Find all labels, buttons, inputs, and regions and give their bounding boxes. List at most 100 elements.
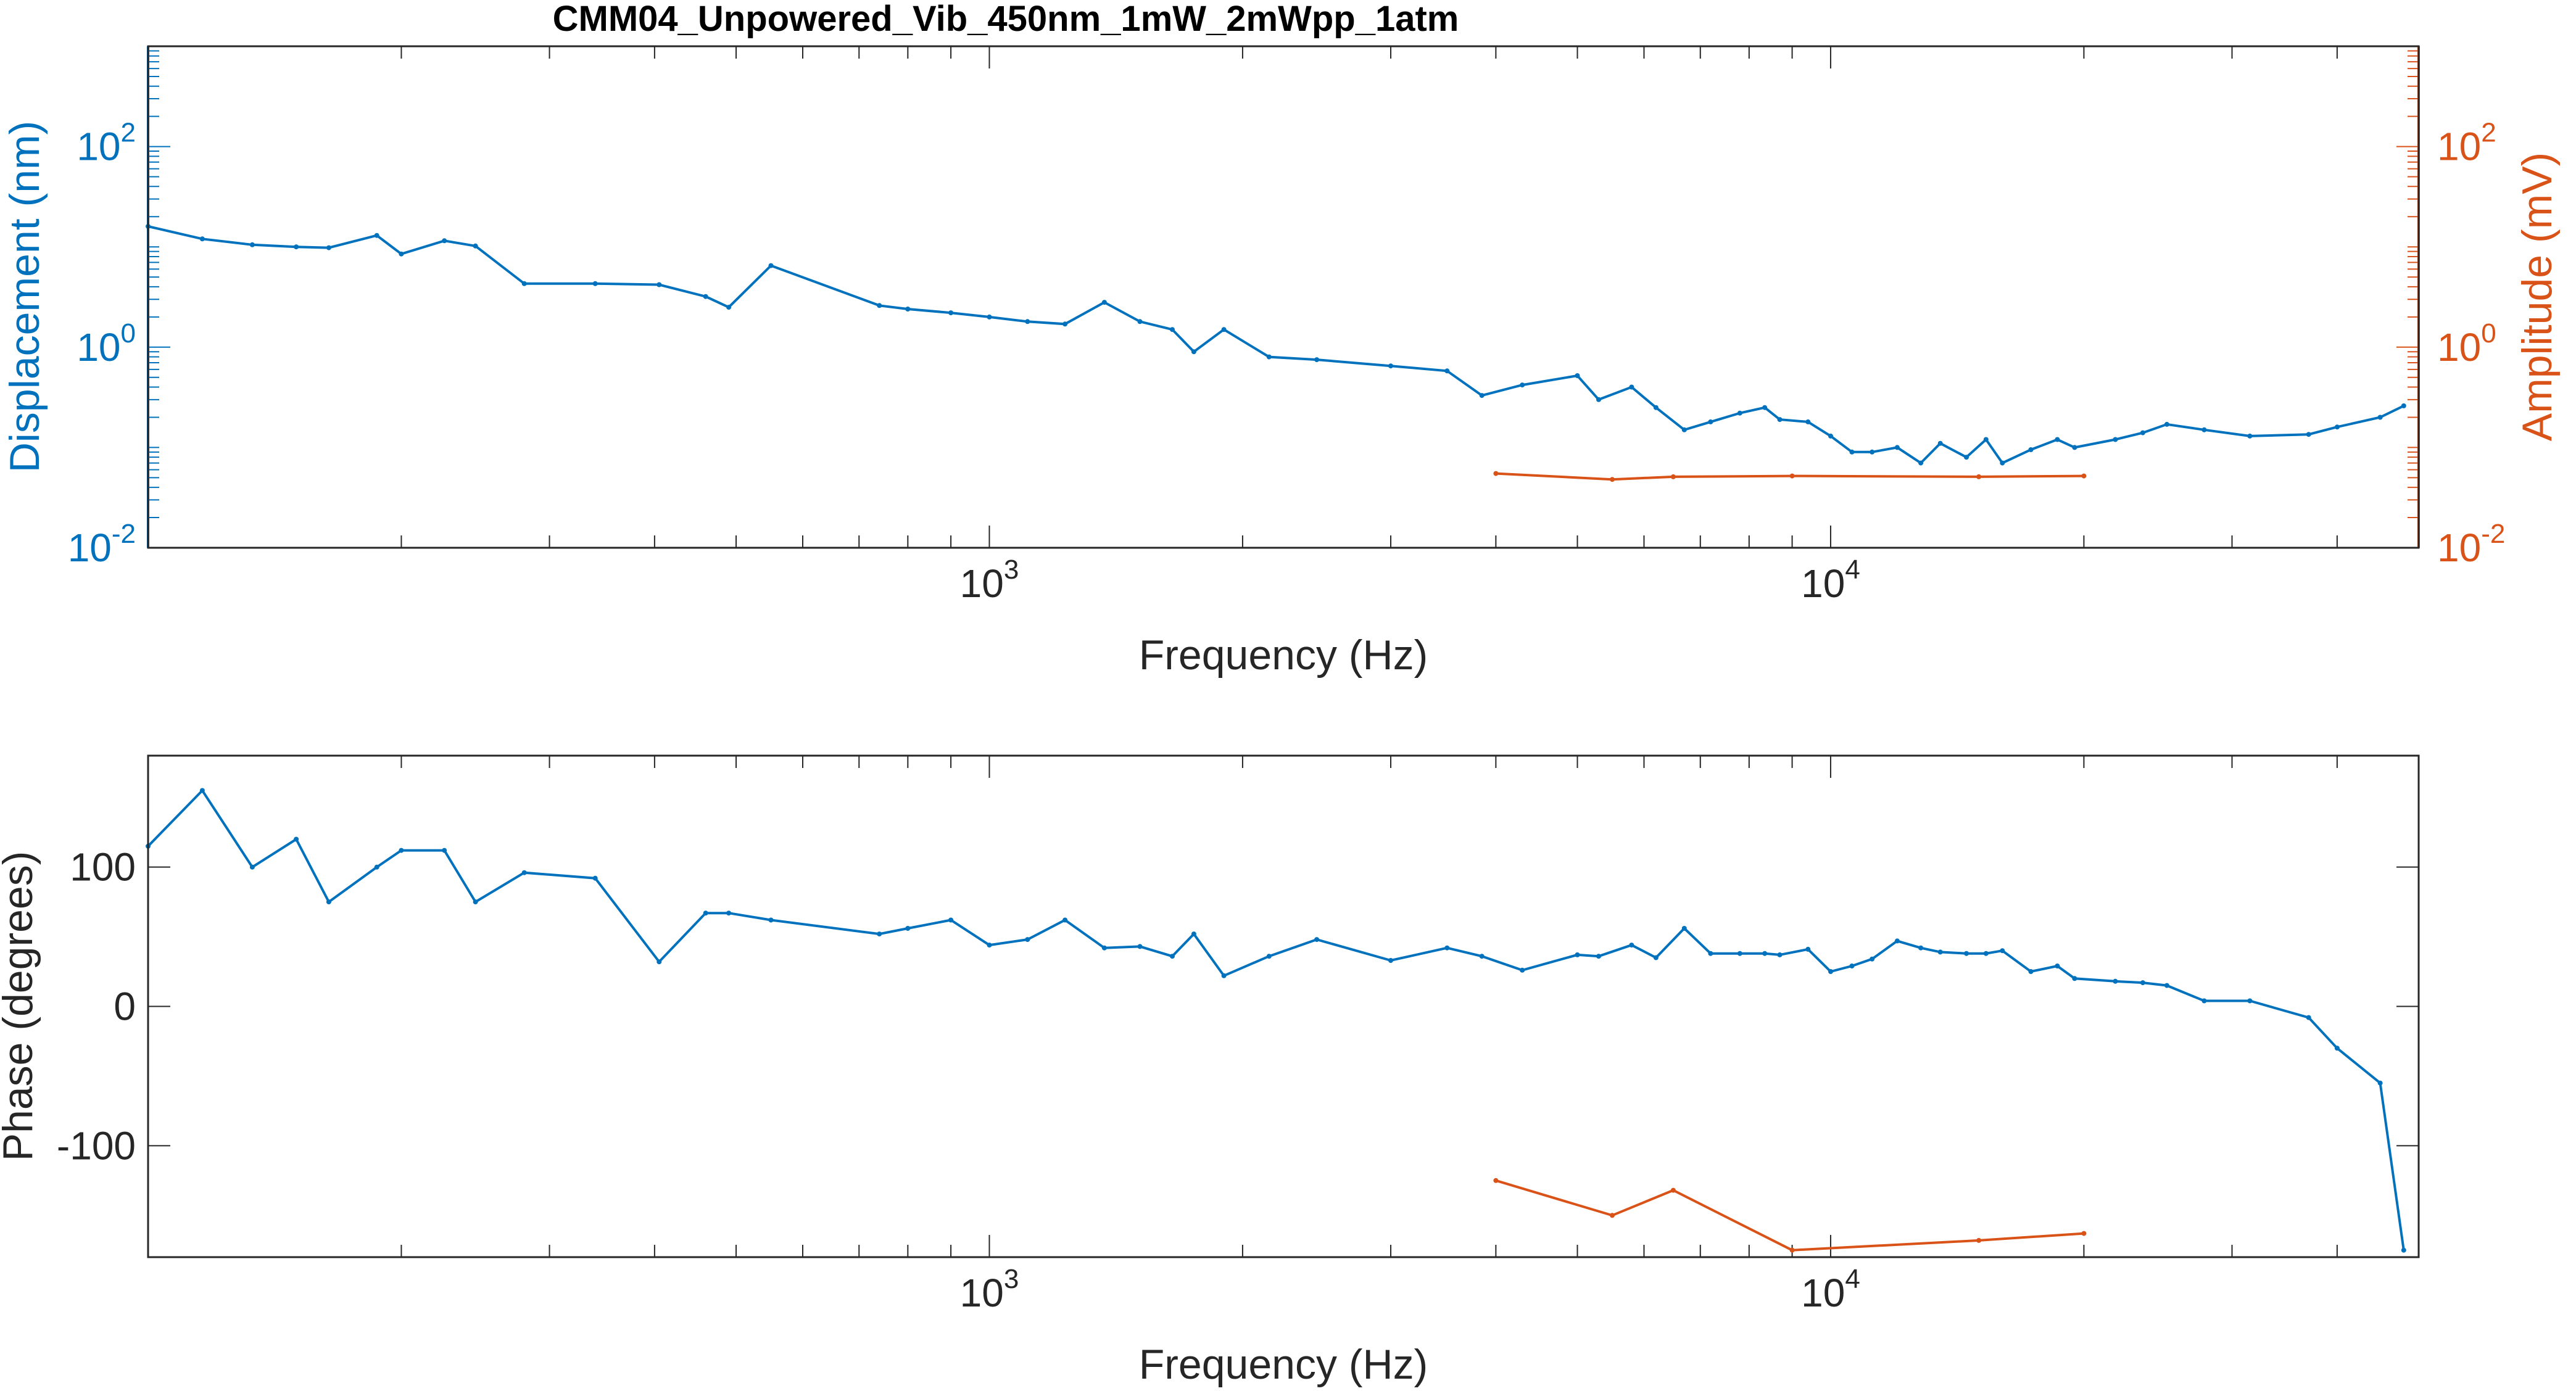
data-point [1610, 1213, 1615, 1218]
data-point [1479, 954, 1485, 959]
data-point [2140, 430, 2145, 435]
data-point [877, 303, 882, 308]
data-point [703, 910, 708, 916]
data-point [1805, 419, 1811, 424]
data-point [1964, 455, 1969, 460]
top-y-right-axis-label: Amplitude (mV) [2514, 152, 2561, 442]
data-point [1493, 1178, 1499, 1183]
series-line-2 [1496, 472, 2084, 481]
data-point [1191, 349, 1196, 355]
data-point [1444, 945, 1450, 951]
data-point [2306, 432, 2311, 437]
data-point [1976, 474, 1982, 479]
data-point [1388, 363, 1393, 369]
data-point [521, 281, 527, 286]
data-point [199, 236, 205, 242]
data-point [1789, 473, 1795, 479]
data-point [1444, 368, 1450, 374]
data-point [1670, 1187, 1676, 1193]
data-point [1596, 397, 1601, 402]
data-point [1062, 321, 1068, 327]
data-point [726, 910, 732, 916]
data-point [2113, 437, 2118, 442]
bottom-y-axis-label: Phase (degrees) [0, 851, 41, 1162]
data-point [1653, 955, 1659, 960]
top-y-axis-label: Displacement (nm) [1, 121, 48, 473]
y-tick-label: 0 [114, 984, 136, 1029]
data-point [1964, 951, 1969, 956]
data-point [1983, 951, 1989, 956]
data-point [1918, 460, 1924, 466]
data-point [1629, 943, 1634, 948]
data-point [2377, 1080, 2383, 1086]
data-point [703, 294, 708, 299]
data-point [1575, 952, 1580, 957]
data-point [1805, 946, 1811, 952]
data-point [1708, 951, 1713, 956]
data-point [2164, 421, 2169, 427]
y-tick-label: -100 [57, 1123, 136, 1168]
data-point [877, 931, 882, 937]
data-point [948, 310, 954, 316]
data-point [905, 926, 911, 931]
data-point [1708, 419, 1713, 424]
data-point [326, 245, 331, 250]
data-point [592, 281, 598, 286]
data-point [1870, 449, 1875, 455]
top-axes-labels: Frequency (Hz) Displacement (nm) Amplitu… [1, 121, 2561, 679]
data-point [1983, 437, 1989, 442]
data-point [1314, 357, 1320, 363]
data-point [1493, 471, 1499, 476]
data-point [399, 251, 404, 257]
data-point [2164, 983, 2169, 988]
data-point [592, 875, 598, 881]
data-point [1670, 474, 1676, 479]
top-x-axis-label: Frequency (Hz) [1139, 632, 1428, 679]
data-point [2401, 1247, 2406, 1253]
y-right-tick-label: 100 [2437, 318, 2496, 369]
data-point [199, 788, 205, 793]
data-point [1596, 954, 1601, 959]
data-point [2334, 424, 2340, 430]
data-point [2113, 978, 2118, 984]
data-point [442, 848, 447, 853]
data-point [294, 836, 299, 842]
data-point [1828, 433, 1833, 439]
data-point [2055, 964, 2060, 968]
y-tick-label: 100 [77, 318, 136, 369]
data-point [1789, 1247, 1795, 1253]
data-point [249, 242, 255, 247]
y-tick-label: 102 [77, 118, 136, 169]
data-point [1137, 319, 1143, 324]
data-point [1191, 931, 1196, 937]
data-point [1170, 954, 1175, 959]
data-point [2072, 445, 2077, 450]
data-point [1849, 449, 1855, 455]
data-point [1062, 917, 1068, 923]
data-point [1777, 952, 1783, 957]
data-point [1388, 958, 1393, 963]
data-point [1520, 967, 1525, 973]
data-point [1777, 417, 1783, 423]
data-point [1918, 945, 1924, 951]
data-point [2306, 1015, 2311, 1020]
data-point [1762, 405, 1768, 410]
data-point [399, 848, 404, 853]
data-point [2000, 460, 2005, 466]
data-point [1221, 973, 1227, 978]
data-point [1894, 938, 1900, 944]
x-tick-label: 103 [960, 1264, 1019, 1315]
data-point [2201, 427, 2207, 432]
top-axes: 103 104 10-2 100 102 10-2 100 102 Frequency (Hz… [1, 45, 2561, 679]
data-point [2201, 998, 2207, 1004]
data-point [1610, 477, 1615, 482]
data-point [2028, 969, 2034, 974]
data-point [1681, 926, 1687, 931]
data-point [1849, 964, 1855, 968]
data-point [473, 243, 478, 249]
bottom-axes: 103 104 100 0 -100 Frequency (Hz) Phase (deg… [0, 754, 2420, 1388]
data-point [2081, 1231, 2087, 1236]
data-point [1266, 954, 1272, 959]
data-point [326, 899, 331, 905]
